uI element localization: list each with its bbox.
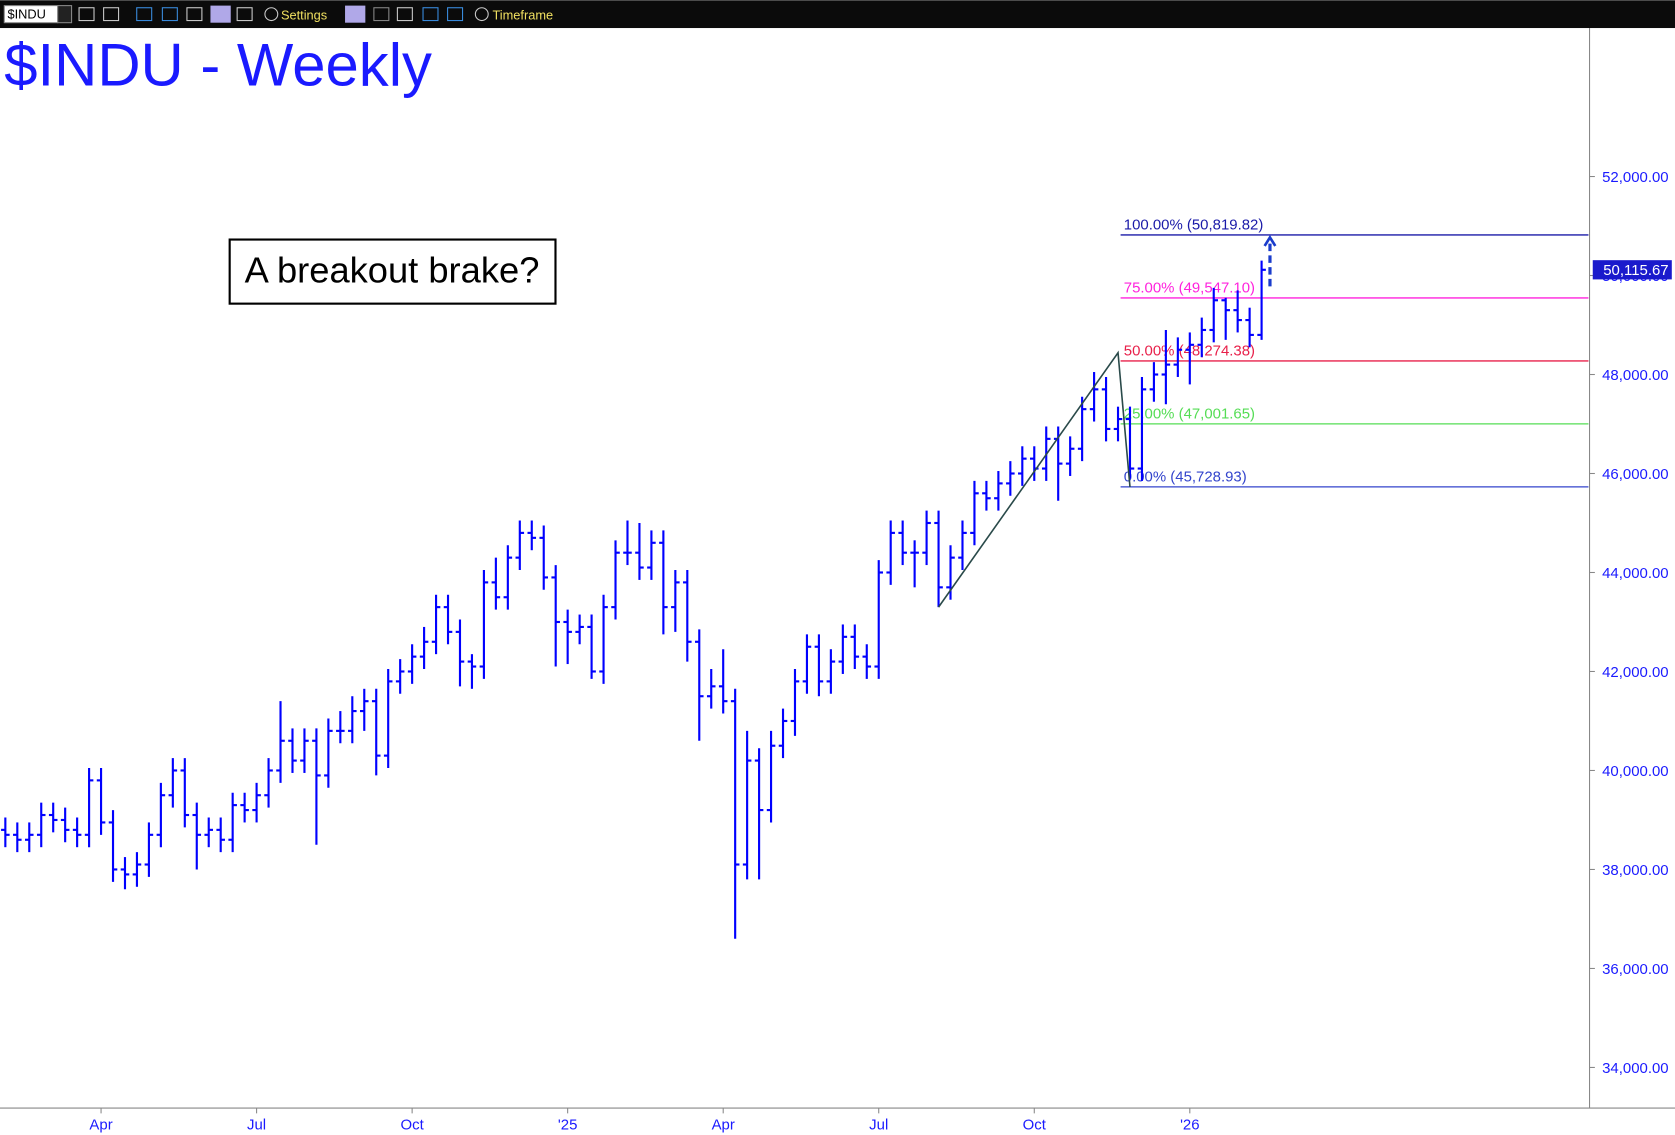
target-arrow-head: [1263, 234, 1277, 247]
toolbar-icon[interactable]: [161, 7, 178, 22]
annotation-box: [228, 238, 557, 305]
x-tick-label: Apr: [712, 1116, 735, 1133]
timeframe-icon[interactable]: [474, 7, 489, 22]
timeframe[interactable]: Timeframe: [492, 7, 553, 22]
toolbar-icon[interactable]: [236, 7, 253, 22]
symbol-dropdown[interactable]: [57, 5, 73, 24]
annotation: A breakout brake?: [245, 249, 540, 290]
last-price-box: [1592, 260, 1672, 280]
toolbar-icon[interactable]: [396, 7, 413, 22]
y-tick-label: 46,000.00: [1602, 466, 1668, 483]
toolbar-icon[interactable]: [136, 7, 153, 22]
toolbar-icon[interactable]: [186, 7, 203, 22]
fib-label: 25.00% (47,001.65): [1124, 406, 1255, 423]
toolbar-icon[interactable]: [78, 7, 95, 22]
symbol[interactable]: $INDU: [7, 6, 45, 21]
y-tick-label: 44,000.00: [1602, 565, 1668, 582]
chart-title: $INDU - Weekly: [4, 32, 432, 99]
toolbar-icon[interactable]: [210, 5, 231, 23]
y-tick-label: 52,000.00: [1602, 169, 1668, 186]
toolbar-icon[interactable]: [422, 7, 439, 22]
y-tick-label: 48,000.00: [1602, 367, 1668, 384]
toolbar-icon[interactable]: [373, 7, 390, 22]
trend-line: [937, 350, 1131, 608]
x-tick-label: '25: [558, 1116, 577, 1133]
y-tick-label: 38,000.00: [1602, 862, 1668, 879]
x-tick-label: Jul: [247, 1116, 266, 1133]
toolbar-icon[interactable]: [103, 7, 120, 22]
fib-label: 0.00% (45,728.93): [1124, 469, 1247, 486]
x-tick-label: '26: [1180, 1116, 1199, 1133]
x-tick-label: Jul: [869, 1116, 888, 1133]
last-price-label: 50,115.67: [1603, 262, 1668, 279]
y-tick-label: 36,000.00: [1602, 961, 1668, 978]
settings[interactable]: Settings: [281, 7, 327, 22]
fib-label: 100.00% (50,819.82): [1124, 217, 1264, 234]
y-tick-label: 34,000.00: [1602, 1060, 1668, 1077]
toolbar-icon[interactable]: [447, 7, 464, 22]
x-tick-label: Oct: [401, 1116, 425, 1133]
x-tick-label: Oct: [1023, 1116, 1047, 1133]
y-tick-label: 42,000.00: [1602, 664, 1668, 681]
y-tick-label: 40,000.00: [1602, 763, 1668, 780]
toolbar: [0, 0, 1675, 29]
settings-icon[interactable]: [264, 7, 279, 22]
fib-label: 75.00% (49,547.10): [1124, 280, 1255, 297]
toolbar-icon[interactable]: [345, 5, 366, 23]
x-tick-label: Apr: [89, 1116, 112, 1133]
